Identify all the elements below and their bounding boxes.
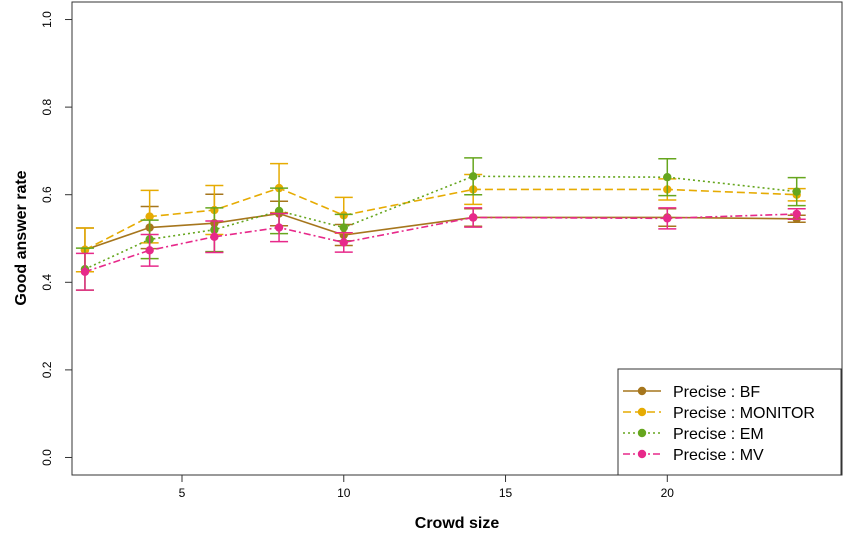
- series-line: [84, 187, 797, 251]
- series-3: [75, 207, 806, 291]
- data-point: [468, 213, 478, 222]
- legend-marker: [637, 428, 647, 438]
- series-layer: [75, 157, 806, 291]
- y-tick-label: 0.4: [40, 274, 54, 291]
- legend-label: Precise : MONITOR: [673, 405, 815, 422]
- data-point: [663, 214, 672, 223]
- series-line: [84, 212, 797, 251]
- data-point: [663, 172, 672, 182]
- data-point: [145, 212, 154, 221]
- series-0: [75, 193, 806, 273]
- legend-box: [617, 368, 842, 476]
- plot-frame: [71, 1, 843, 476]
- data-point: [339, 223, 348, 232]
- x-axis-title: Crowd size: [415, 515, 500, 532]
- legend-label: Precise : EM: [673, 426, 764, 443]
- y-axis: 0.0 0.2 0.4 0.6 0.8 1.0: [40, 11, 72, 466]
- legend-marker: [637, 449, 647, 459]
- legend: Precise : BF Precise : MONITOR Precise : E…: [617, 368, 842, 476]
- x-tick-label: 20: [661, 486, 675, 500]
- x-axis: 5 10 15 20: [179, 475, 675, 500]
- legend-marker: [637, 407, 647, 417]
- x-tick-label: 5: [179, 486, 186, 500]
- legend-marker: [637, 386, 647, 396]
- data-point: [792, 209, 801, 219]
- data-point: [468, 172, 478, 181]
- y-tick-label: 0.6: [40, 186, 54, 203]
- series-line: [84, 175, 797, 270]
- data-point: [80, 267, 90, 276]
- series-line: [84, 213, 797, 273]
- y-tick-label: 0.8: [40, 98, 54, 115]
- x-tick-label: 15: [499, 486, 513, 500]
- data-point: [339, 238, 348, 247]
- data-point: [792, 187, 801, 196]
- legend-label: Precise : BF: [673, 384, 760, 401]
- x-tick-label: 10: [337, 486, 351, 500]
- data-point: [145, 246, 154, 255]
- y-tick-label: 0.2: [40, 361, 54, 378]
- y-tick-label: 1.0: [40, 11, 54, 28]
- y-tick-label: 0.0: [40, 449, 54, 466]
- data-point: [210, 232, 219, 241]
- legend-label: Precise : MV: [673, 447, 764, 464]
- y-axis-title: Good answer rate: [13, 170, 30, 305]
- data-point: [274, 223, 284, 232]
